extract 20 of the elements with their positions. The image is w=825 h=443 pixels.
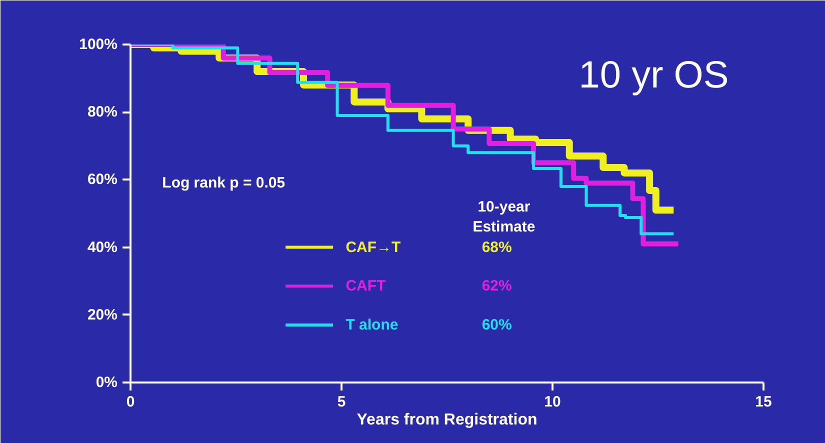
x-tick-label: 5 xyxy=(337,394,346,410)
legend-label: CAF→T xyxy=(346,238,401,256)
chart-title: 10 yr OS xyxy=(578,54,729,97)
annotation: 60% xyxy=(482,316,512,334)
y-tick-label: 0% xyxy=(96,374,118,391)
annotation: 10-year Estimate xyxy=(472,198,536,236)
x-tick-label: 10 xyxy=(544,394,561,410)
x-tick-label: 0 xyxy=(126,394,135,410)
y-tick-label: 100% xyxy=(79,36,118,53)
legend-label: T alone xyxy=(346,316,398,334)
annotation: 62% xyxy=(482,278,512,295)
y-tick-label: 40% xyxy=(87,238,118,256)
annotation: Log rank p = 0.05 xyxy=(162,174,286,192)
x-tick-label: 15 xyxy=(755,394,772,410)
y-tick-label: 20% xyxy=(87,306,118,324)
legend-label: CAFT xyxy=(346,278,386,295)
annotation: 68% xyxy=(482,238,512,256)
y-tick-label: 60% xyxy=(87,171,118,188)
x-axis-title: Years from Registration xyxy=(356,412,538,428)
y-tick-label: 80% xyxy=(87,104,118,121)
